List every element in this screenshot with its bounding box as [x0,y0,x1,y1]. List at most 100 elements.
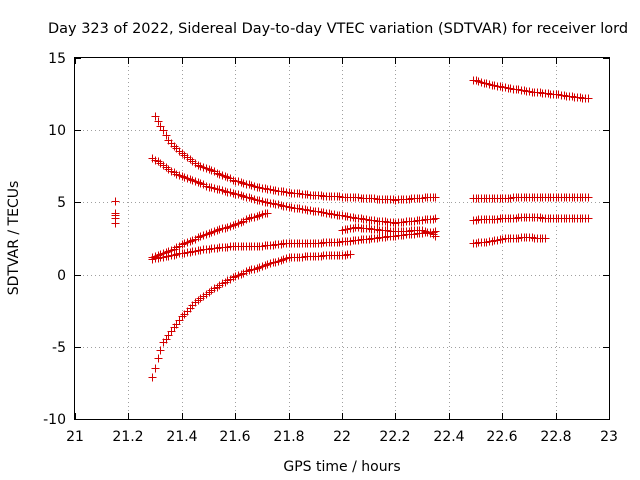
x-tick-label: 21 [66,429,84,445]
data-point [111,219,120,228]
data-point [317,191,326,200]
data-point [357,214,366,223]
data-point [229,176,238,185]
data-point [205,165,214,174]
x-tick-label: 21.6 [219,429,250,445]
y-tick-label: 0 [57,268,66,284]
data-point [349,224,358,233]
data-point [541,234,550,243]
data-point [568,92,577,101]
data-point [148,373,157,382]
data-point [194,233,203,242]
y-tick-label: -5 [52,340,66,356]
data-point [178,312,187,321]
data-point [560,91,569,100]
data-point [213,244,222,253]
data-point [178,149,187,158]
data-point [528,233,537,242]
data-point [373,234,382,243]
data-point [317,239,326,248]
data-point [405,227,414,236]
x-tick-label: 22.8 [540,429,571,445]
data-point [349,213,358,222]
data-point [213,283,222,292]
data-point [472,239,481,248]
data-point [496,82,505,91]
data-point [253,212,262,221]
data-point [584,193,593,202]
data-point [245,214,254,223]
data-point [170,168,179,177]
data-point [154,254,163,263]
data-point [186,175,195,184]
data-point [154,354,163,363]
data-point [111,197,120,206]
data-point [229,273,238,282]
x-tick-label: 21.4 [166,429,197,445]
x-tick-label: 22.4 [433,429,464,445]
x-axis-label: GPS time / hours [283,459,400,475]
x-tick-label: 22.6 [486,429,517,445]
chart-title: Day 323 of 2022, Sidereal Day-to-day VTE… [48,21,628,37]
data-point [544,89,553,98]
data-point [253,264,262,273]
data-point [365,235,374,244]
data-point [472,76,481,85]
data-point [381,233,390,242]
y-tick-label: 15 [48,51,66,67]
data-point [277,201,286,210]
data-point [317,252,326,261]
data-point [194,178,203,187]
data-point [261,261,270,270]
axis-ticks [75,58,610,420]
data-point [178,172,187,181]
data-point [178,240,187,249]
data-point [536,213,545,222]
plot-frame [74,57,610,420]
data-point [229,221,238,230]
x-tick-label: 22.2 [379,429,410,445]
data-point [237,270,246,279]
data-point [194,296,203,305]
data-point [221,172,230,181]
data-point [154,117,163,126]
data-point [325,209,334,218]
data-point [205,288,214,297]
data-point [488,237,497,246]
y-tick-label: -10 [43,412,66,428]
data-point [536,88,545,97]
data-point [365,224,374,233]
data-point [245,180,254,189]
data-point [373,225,382,234]
x-tick-label: 23 [600,429,618,445]
x-tick-label: 21.8 [273,429,304,445]
data-point [405,195,414,204]
data-point [229,189,238,198]
data-point [431,193,440,202]
data-point [213,169,222,178]
data-point [154,157,163,166]
data-point [237,191,246,200]
data-point [346,250,355,259]
data-point [221,224,230,233]
data-point [263,209,272,218]
data-points [111,76,593,382]
data-point [429,215,438,224]
x-tick-label: 22 [333,429,351,445]
data-point [277,240,286,249]
y-tick-label: 10 [48,123,66,139]
data-point [429,230,438,239]
data-point [237,178,246,187]
data-point [194,161,203,170]
data-point [156,346,165,355]
data-point [245,193,254,202]
data-point [584,94,593,103]
data-point [576,93,585,102]
data-point [162,163,171,172]
data-point [269,241,278,250]
x-tick-label: 21.2 [112,429,143,445]
data-point [520,86,529,95]
data-point [472,216,481,225]
data-point [162,131,171,140]
